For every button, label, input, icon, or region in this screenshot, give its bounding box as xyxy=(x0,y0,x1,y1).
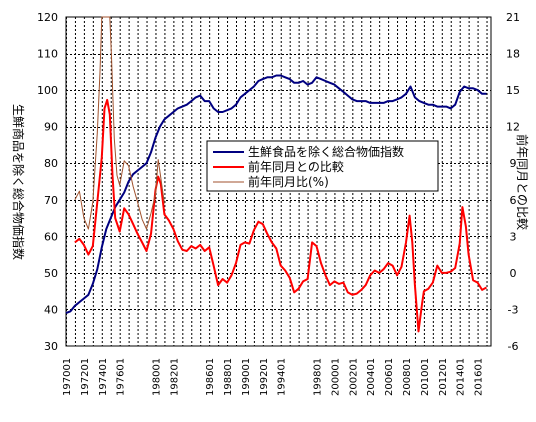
right-tick-label: 9 xyxy=(510,157,517,170)
left-tick-label: 110 xyxy=(37,48,58,61)
x-tick-label: 197601 xyxy=(116,358,127,396)
x-tick-label: 200001 xyxy=(330,358,341,396)
right-tick-label: -3 xyxy=(508,303,519,316)
legend-label-yoy-percent: 前年同月比(%) xyxy=(248,174,329,189)
right-tick-label: 0 xyxy=(510,267,517,280)
left-axis-ticks: 30 40 50 60 70 80 90 100 110 120 xyxy=(37,11,58,353)
x-tick-label: 199001 xyxy=(241,358,252,396)
legend-box xyxy=(206,140,439,192)
legend-label-yoy-comparison: 前年同月との比較 xyxy=(248,159,344,174)
left-tick-label: 40 xyxy=(44,303,58,316)
x-tick-label: 201601 xyxy=(474,358,485,396)
x-tick-label: 201001 xyxy=(420,358,431,396)
right-tick-label: 18 xyxy=(506,48,520,61)
x-axis-ticks: 197001 197201 197401 197601 198001 198201 1986… xyxy=(62,358,485,396)
x-tick-label: 198801 xyxy=(223,358,234,396)
x-tick-label: 197201 xyxy=(80,358,91,396)
x-tick-label: 197401 xyxy=(98,358,109,396)
x-tick-label: 197001 xyxy=(62,358,73,396)
left-tick-label: 90 xyxy=(44,121,58,134)
series-line-yoy-comparison xyxy=(74,98,487,333)
left-tick-label: 30 xyxy=(44,340,58,353)
x-tick-label: 201401 xyxy=(456,358,467,396)
x-tick-label: 200201 xyxy=(348,358,359,396)
x-tick-label: 198001 xyxy=(151,358,162,396)
legend-label-price-index: 生鮮食品を除く総合物価指数 xyxy=(248,144,404,159)
left-tick-label: 120 xyxy=(37,11,58,24)
series-lines xyxy=(65,16,487,333)
left-tick-label: 80 xyxy=(44,157,58,170)
x-tick-label: 200401 xyxy=(366,358,377,396)
x-tick-label: 199801 xyxy=(313,358,324,396)
right-tick-label: 21 xyxy=(506,11,520,24)
right-tick-label: 15 xyxy=(506,84,520,97)
left-tick-label: 60 xyxy=(44,230,58,243)
x-tick-label: 198601 xyxy=(205,358,216,396)
x-tick-label: 200801 xyxy=(402,358,413,396)
left-tick-label: 70 xyxy=(44,194,58,207)
left-tick-label: 100 xyxy=(37,84,58,97)
x-tick-label: 199201 xyxy=(259,358,270,396)
legend: 生鮮食品を除く総合物価指数 前年同月との比較 前年同月比(%) xyxy=(206,140,439,192)
right-tick-label: 3 xyxy=(510,230,517,243)
x-tick-label: 201201 xyxy=(438,358,449,396)
left-tick-label: 50 xyxy=(44,267,58,280)
right-tick-label: 12 xyxy=(506,121,520,134)
x-tick-label: 200601 xyxy=(384,358,395,396)
x-tick-label: 199401 xyxy=(277,358,288,396)
series-line-yoy-percent xyxy=(74,16,165,230)
right-tick-label: 6 xyxy=(510,194,517,207)
x-tick-label: 198201 xyxy=(169,358,180,396)
series-line-price-index xyxy=(65,74,487,315)
right-axis-title: 前年同月との比較 xyxy=(515,134,530,230)
right-tick-label: -6 xyxy=(508,340,519,353)
right-axis-ticks: -6 -3 0 3 6 9 12 15 18 21 xyxy=(506,11,520,353)
left-axis-title: 生鮮商品を除く総合物価指数 xyxy=(11,104,26,260)
